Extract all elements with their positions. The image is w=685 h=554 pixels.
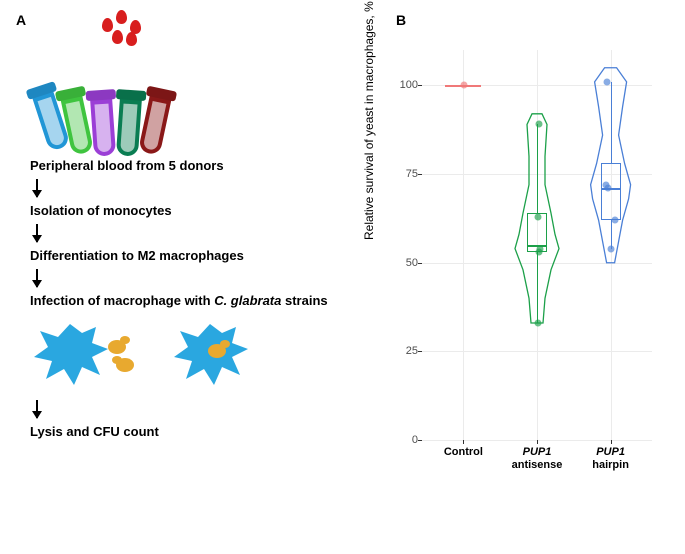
panel-a-workflow: Peripheral blood from 5 donors Isolation… [30, 40, 330, 445]
violin-shape [422, 50, 652, 440]
data-point [608, 245, 615, 252]
blood-drop-icon [112, 30, 123, 44]
blood-tubes-illustration [40, 40, 220, 150]
macrophage-icon [170, 319, 240, 379]
y-tick-label: 100 [400, 79, 418, 91]
arrow-icon [36, 224, 38, 242]
step-4: Infection of macrophage with C. glabrata… [30, 293, 330, 308]
macrophage-icon [30, 319, 100, 379]
y-axis-label: Relative survival of yeast in macrophage… [362, 1, 376, 240]
panel-b-label: B [396, 12, 406, 28]
blood-drop-icon [116, 10, 127, 24]
step-2: Isolation of monocytes [30, 203, 330, 218]
blood-drop-icon [102, 18, 113, 32]
arrow-icon [36, 269, 38, 287]
boxplot-box [601, 163, 621, 220]
data-point [603, 181, 610, 188]
y-tick-label: 25 [406, 345, 418, 357]
x-tick-label: Control [425, 446, 501, 459]
y-tick-label: 50 [406, 257, 418, 269]
data-point [603, 78, 610, 85]
x-tick-label: PUP1antisense [499, 446, 575, 472]
test-tube-icon [90, 95, 116, 156]
x-tick-label: PUP1hairpin [573, 446, 649, 472]
blood-drop-icon [126, 32, 137, 46]
step-3: Differentiation to M2 macrophages [30, 248, 330, 263]
test-tube-icon [138, 92, 172, 155]
survival-chart: Relative survival of yeast in macrophage… [370, 30, 670, 510]
test-tube-icon [116, 95, 142, 156]
arrow-icon [36, 400, 38, 418]
y-tick-label: 75 [406, 168, 418, 180]
step-1: Peripheral blood from 5 donors [30, 158, 330, 173]
plot-area: 0255075100ControlPUP1antisensePUP1hairpi… [422, 50, 652, 440]
macrophage-illustration [30, 314, 290, 394]
panel-a-label: A [16, 12, 26, 28]
arrow-icon [36, 179, 38, 197]
test-tube-icon [60, 92, 94, 155]
data-point [612, 217, 619, 224]
step-5: Lysis and CFU count [30, 424, 330, 439]
